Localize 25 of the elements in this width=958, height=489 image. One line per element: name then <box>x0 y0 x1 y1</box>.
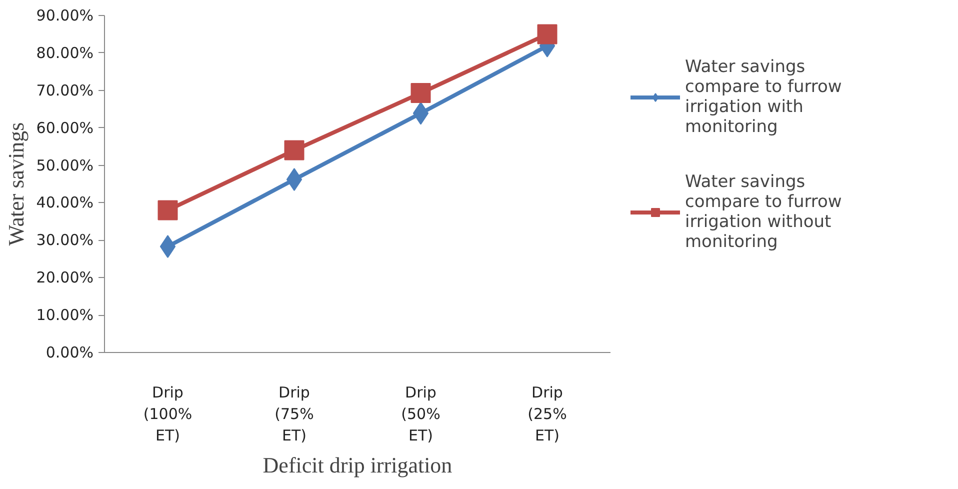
y-axis-title: Water savings <box>3 122 28 246</box>
point <box>160 235 176 258</box>
y-tick-label: 80.00% <box>36 44 94 62</box>
legend-label: Water savings compare to furrow irrigation with monitoring <box>685 57 842 137</box>
point <box>537 24 558 44</box>
point <box>158 200 178 220</box>
point <box>284 140 304 160</box>
x-axis-title: Deficit drip irrigation <box>262 452 452 478</box>
y-tick-label: 0.00% <box>46 344 94 362</box>
y-tick-label: 90.00% <box>36 6 94 24</box>
point <box>286 168 302 192</box>
x-tick-label: Drip (50% ET) <box>401 384 440 445</box>
legend-label: Water savings compare to furrow irrigation without monitoring <box>685 172 842 252</box>
y-tick-label: 70.00% <box>36 81 94 100</box>
x-tick-label: Drip (75% ET) <box>274 384 314 445</box>
x-tick-label: Drip (100% ET) <box>143 384 192 445</box>
x-tick-label: Drip (25% ET) <box>528 384 567 445</box>
y-tick-label: 20.00% <box>36 268 94 287</box>
y-tick-label: 30.00% <box>36 231 94 250</box>
y-tick-label: 40.00% <box>36 194 94 212</box>
point <box>410 83 431 104</box>
y-tick-label: 10.00% <box>36 306 94 324</box>
y-tick-label: 60.00% <box>36 118 94 137</box>
y-tick-label: 50.00% <box>36 156 94 174</box>
point <box>412 102 429 125</box>
